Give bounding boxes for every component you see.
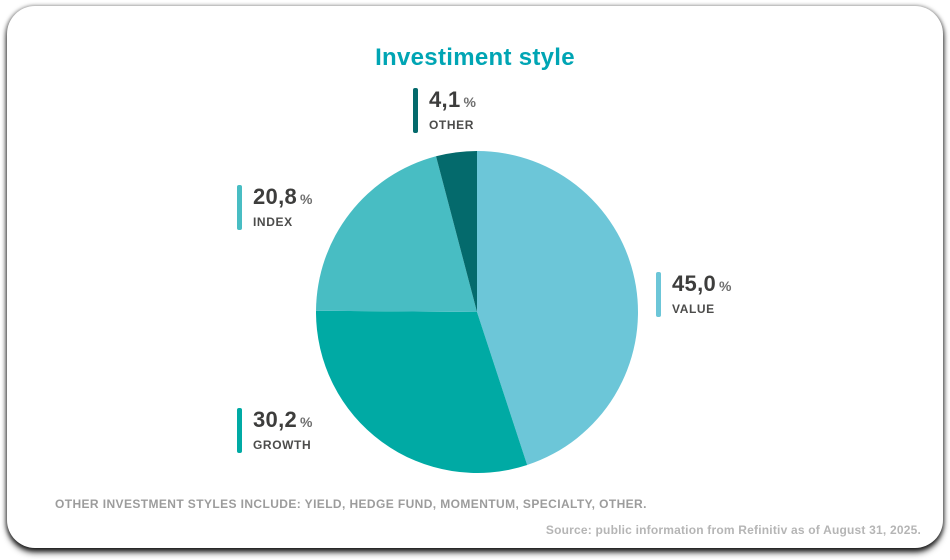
tick-value-icon — [656, 272, 661, 317]
source-text: Source: public information from Refiniti… — [545, 523, 921, 537]
callout-value: 45,0% VALUE — [656, 272, 732, 317]
percent-sign: % — [719, 278, 732, 294]
other-value: 4,1% — [429, 87, 477, 112]
chart-title: Investiment style — [375, 44, 575, 71]
tick-growth-icon — [237, 408, 242, 453]
growth-label: GROWTH — [253, 438, 312, 452]
percent-sign: % — [463, 94, 477, 110]
index-value: 20,8% — [253, 184, 313, 209]
callout-other: 4,1% OTHER — [413, 88, 476, 133]
index-label: INDEX — [253, 215, 293, 229]
pie-slice-growth — [315, 310, 528, 474]
growth-value: 30,2% — [253, 407, 313, 432]
callout-index: 20,8% INDEX — [237, 185, 313, 230]
pie-slice-other — [436, 151, 477, 312]
percent-sign: % — [300, 191, 313, 207]
percent-sign: % — [300, 414, 313, 430]
pie-chart — [315, 151, 638, 474]
chart-card: Investiment style 4,1% OTHER 20,8% INDEX… — [7, 6, 943, 548]
tick-index-icon — [237, 185, 242, 230]
callout-growth: 30,2% GROWTH — [237, 408, 313, 453]
value-label: VALUE — [672, 302, 715, 316]
other-label: OTHER — [429, 118, 474, 132]
value-value: 45,0% — [672, 271, 732, 296]
footnote-text: OTHER INVESTMENT STYLES INCLUDE: YIELD, … — [55, 497, 647, 511]
pie-slice-index — [316, 156, 477, 312]
pie-chart-container — [315, 151, 638, 474]
pie-slice-value — [477, 151, 638, 465]
tick-other-icon — [413, 88, 418, 133]
